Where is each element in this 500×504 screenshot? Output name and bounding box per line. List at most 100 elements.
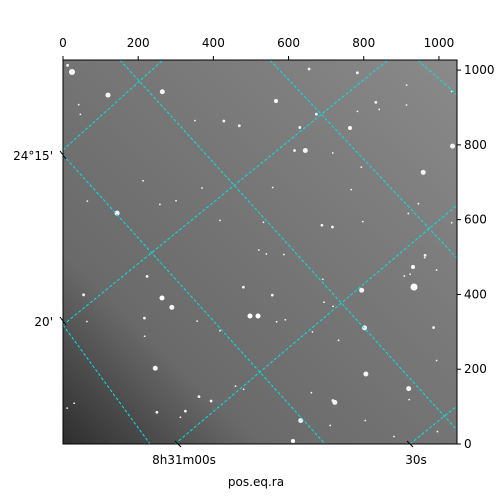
star [409, 273, 412, 276]
star [145, 274, 149, 278]
star [257, 249, 260, 251]
stars [66, 63, 456, 443]
star [247, 313, 253, 319]
x-label: pos.eq.ra [228, 475, 284, 489]
star [271, 186, 274, 189]
world-grid-line [62, 154, 326, 445]
star [359, 287, 365, 293]
star [86, 320, 88, 323]
world-grid [62, 59, 458, 445]
star [405, 84, 408, 87]
star [86, 200, 89, 203]
star [408, 398, 411, 401]
star [423, 253, 427, 257]
star [255, 313, 261, 319]
y-tick-label: 0 [464, 437, 472, 451]
star [159, 89, 165, 95]
star [169, 304, 175, 310]
star [179, 416, 182, 419]
star [155, 410, 159, 414]
star [314, 112, 318, 116]
star [77, 103, 80, 106]
star [219, 329, 221, 332]
world-y-tick [59, 150, 67, 160]
star [406, 386, 412, 392]
star [332, 305, 335, 308]
star [307, 67, 311, 71]
world-grid-line [417, 59, 458, 96]
star [450, 221, 453, 224]
y-tick-label: 200 [464, 362, 487, 376]
sky-image [63, 60, 457, 444]
star [360, 166, 363, 169]
star [450, 143, 456, 149]
star [363, 371, 369, 377]
world-grid-line [62, 324, 151, 445]
star [175, 199, 177, 202]
star [237, 124, 241, 128]
x-tick-label: 1000 [424, 36, 455, 50]
star [310, 391, 313, 394]
y-tick-label: 400 [464, 287, 487, 301]
star [436, 430, 439, 433]
star [348, 126, 352, 130]
star [79, 113, 82, 116]
y-tick-label: 600 [464, 213, 487, 227]
star [420, 169, 426, 175]
world-y-tick-label: 24°15' [13, 149, 53, 163]
star [355, 71, 359, 75]
star [242, 388, 245, 391]
star [423, 256, 426, 259]
star [82, 293, 86, 297]
star [196, 320, 199, 323]
star [66, 407, 69, 410]
star [69, 69, 75, 75]
star [403, 275, 406, 277]
star [158, 203, 161, 206]
star [350, 188, 353, 191]
star [209, 399, 213, 403]
star [270, 293, 274, 297]
world-grid-line [119, 59, 458, 431]
star [262, 221, 265, 224]
x-tick-label: 800 [352, 36, 375, 50]
x-tick-label: 400 [202, 36, 225, 50]
frame [62, 59, 458, 445]
world-grid-line [174, 204, 458, 445]
star [329, 424, 332, 427]
x-tick-label: 0 [59, 36, 67, 50]
star [159, 295, 165, 301]
star [411, 265, 415, 269]
star [361, 220, 364, 223]
star [275, 320, 278, 323]
star [302, 147, 308, 153]
star [219, 219, 221, 222]
star [364, 419, 367, 422]
star [321, 278, 324, 281]
world-x-tick [174, 440, 182, 448]
star [405, 104, 408, 106]
x-tick-label: 600 [277, 36, 300, 50]
star [374, 100, 378, 104]
star [284, 318, 287, 321]
star [407, 212, 410, 215]
world-x-tick-label: 8h31m00s [152, 453, 216, 467]
world-y-tick-label: 20' [34, 315, 53, 329]
world-y-tick [59, 316, 67, 326]
star [105, 92, 111, 98]
y-tick-label: 1000 [464, 63, 495, 77]
world-grid-line [269, 59, 458, 259]
star [432, 326, 435, 329]
star [201, 187, 203, 189]
star [234, 385, 237, 388]
star [378, 108, 381, 111]
star [320, 223, 324, 227]
star [323, 301, 325, 304]
star [274, 99, 278, 103]
star [293, 149, 296, 152]
star [291, 439, 295, 443]
star [197, 395, 201, 399]
star [66, 63, 70, 67]
star [393, 435, 395, 438]
